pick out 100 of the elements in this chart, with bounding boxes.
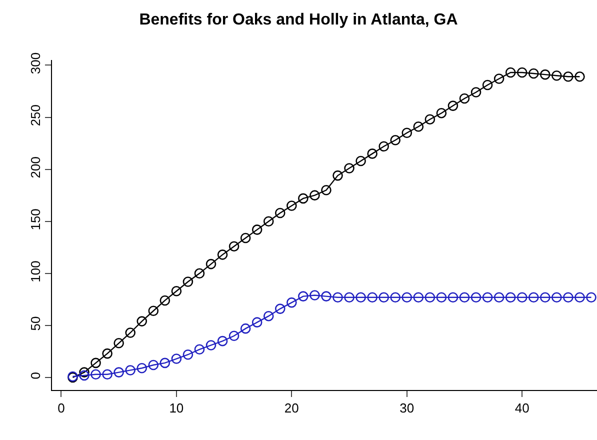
point <box>459 93 470 104</box>
point <box>79 367 90 378</box>
point <box>160 295 170 306</box>
point <box>574 72 585 82</box>
point <box>505 292 516 302</box>
point <box>436 292 447 302</box>
chart-title: Benefits for Oaks and Holly in Atlanta, GA <box>139 11 458 28</box>
point <box>125 365 136 376</box>
point <box>390 135 401 146</box>
point <box>528 68 539 79</box>
point <box>286 297 297 308</box>
point <box>263 310 274 322</box>
point <box>252 224 262 235</box>
y-tick-label: 50 <box>28 316 43 331</box>
point <box>552 292 562 302</box>
y-tick-label: 250 <box>28 104 43 126</box>
point <box>171 354 182 364</box>
point <box>344 292 354 302</box>
point <box>413 292 424 302</box>
point <box>194 344 205 355</box>
point <box>274 304 286 314</box>
point <box>321 291 332 302</box>
point <box>563 292 574 302</box>
point <box>240 232 251 244</box>
x-tick-label: 40 <box>514 400 530 416</box>
point <box>436 108 447 118</box>
point <box>367 148 378 159</box>
point <box>494 74 504 84</box>
point <box>470 87 482 98</box>
point <box>563 72 574 82</box>
point <box>459 292 470 302</box>
point <box>424 114 436 124</box>
point <box>274 208 286 218</box>
x-tick-label: 0 <box>58 400 65 416</box>
point <box>574 292 585 302</box>
point <box>505 67 516 78</box>
point <box>182 349 194 360</box>
point <box>114 338 124 348</box>
point <box>494 292 504 302</box>
point <box>402 292 412 302</box>
point <box>321 184 332 196</box>
point <box>378 292 389 302</box>
point <box>298 193 308 204</box>
point <box>448 292 458 302</box>
point <box>448 100 458 111</box>
point <box>413 121 424 132</box>
point <box>482 292 493 302</box>
point <box>206 258 216 270</box>
point <box>171 286 182 296</box>
x-tick-label: 30 <box>400 400 414 416</box>
point <box>298 291 308 302</box>
point <box>378 141 389 152</box>
point <box>217 250 228 260</box>
point <box>482 80 493 90</box>
point <box>114 367 124 378</box>
point <box>206 340 216 350</box>
point <box>252 317 262 328</box>
point <box>332 170 343 181</box>
point <box>182 276 194 287</box>
point <box>90 369 101 380</box>
point <box>160 358 170 368</box>
point <box>586 292 596 302</box>
point <box>263 216 274 227</box>
point <box>424 292 436 302</box>
y-tick-label: 300 <box>28 52 43 74</box>
point <box>136 316 148 326</box>
point <box>552 70 562 81</box>
point <box>79 370 90 381</box>
point <box>310 290 320 300</box>
point <box>402 128 412 138</box>
y-tick-label: 0 <box>28 372 43 380</box>
point <box>217 336 228 346</box>
point <box>240 323 251 334</box>
point <box>516 292 528 302</box>
point <box>332 292 343 302</box>
point <box>148 360 159 370</box>
point <box>356 156 366 166</box>
point <box>194 268 205 279</box>
point <box>228 241 240 252</box>
point <box>102 369 112 380</box>
point <box>516 67 528 78</box>
y-tick-label: 100 <box>28 260 43 282</box>
point <box>356 292 366 302</box>
point <box>90 358 101 368</box>
point <box>470 292 482 302</box>
point <box>540 69 550 80</box>
point <box>228 330 240 342</box>
point <box>390 292 401 302</box>
x-tick-label: 20 <box>284 400 299 416</box>
point <box>148 306 159 316</box>
point <box>540 292 550 302</box>
point <box>344 163 354 174</box>
x-tick-label: 10 <box>169 400 184 416</box>
point <box>286 200 297 211</box>
y-tick-label: 150 <box>28 208 43 230</box>
point <box>136 362 148 374</box>
point <box>125 328 136 338</box>
point <box>310 190 320 200</box>
y-tick-label: 200 <box>28 156 43 178</box>
point <box>367 292 378 302</box>
